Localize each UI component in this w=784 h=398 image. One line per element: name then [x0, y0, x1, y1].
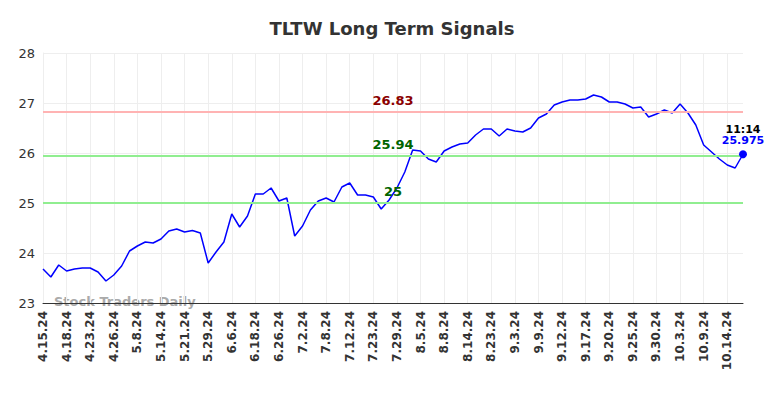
svg-text:TLTW Long Term Signals: TLTW Long Term Signals [270, 18, 515, 39]
svg-text:28: 28 [18, 46, 35, 61]
svg-text:25: 25 [18, 196, 35, 211]
svg-text:7.2.24: 7.2.24 [296, 311, 310, 354]
svg-text:26: 26 [18, 146, 35, 161]
svg-text:8.5.24: 8.5.24 [414, 311, 428, 354]
svg-text:Stock Traders Daily: Stock Traders Daily [54, 294, 196, 309]
svg-text:4.26.24: 4.26.24 [107, 311, 121, 362]
svg-text:25.975: 25.975 [722, 134, 764, 147]
svg-text:9.20.24: 9.20.24 [602, 311, 616, 362]
svg-text:10.9.24: 10.9.24 [697, 311, 711, 362]
svg-text:5.21.24: 5.21.24 [178, 311, 192, 362]
svg-text:7.8.24: 7.8.24 [319, 311, 333, 354]
svg-text:9.17.24: 9.17.24 [579, 311, 593, 362]
svg-text:9.9.24: 9.9.24 [532, 311, 546, 354]
svg-text:6.18.24: 6.18.24 [248, 311, 262, 362]
svg-text:25.94: 25.94 [372, 137, 413, 152]
svg-text:5.14.24: 5.14.24 [154, 311, 168, 362]
svg-text:8.23.24: 8.23.24 [484, 311, 498, 362]
svg-text:9.30.24: 9.30.24 [649, 311, 663, 362]
svg-text:4.23.24: 4.23.24 [83, 311, 97, 362]
svg-text:23: 23 [18, 296, 35, 311]
svg-text:10.3.24: 10.3.24 [673, 311, 687, 362]
svg-text:24: 24 [18, 246, 35, 261]
svg-text:4.15.24: 4.15.24 [36, 311, 50, 362]
svg-text:8.8.24: 8.8.24 [437, 311, 451, 354]
svg-text:7.29.24: 7.29.24 [390, 311, 404, 362]
svg-text:7.12.24: 7.12.24 [343, 311, 357, 362]
svg-text:9.12.24: 9.12.24 [555, 311, 569, 362]
svg-text:5.29.24: 5.29.24 [201, 311, 215, 362]
svg-text:6.6.24: 6.6.24 [225, 311, 239, 354]
svg-text:10.14.24: 10.14.24 [720, 311, 734, 370]
svg-text:7.23.24: 7.23.24 [366, 311, 380, 362]
svg-text:4.18.24: 4.18.24 [60, 311, 74, 362]
svg-text:11:14: 11:14 [725, 123, 761, 137]
svg-text:6.26.24: 6.26.24 [272, 311, 286, 362]
svg-text:27: 27 [18, 96, 35, 111]
svg-text:25: 25 [384, 184, 402, 199]
svg-text:9.25.24: 9.25.24 [626, 311, 640, 362]
svg-text:8.14.24: 8.14.24 [461, 311, 475, 362]
svg-text:26.83: 26.83 [372, 93, 413, 108]
svg-text:9.3.24: 9.3.24 [508, 311, 522, 354]
svg-text:5.8.24: 5.8.24 [130, 311, 144, 354]
